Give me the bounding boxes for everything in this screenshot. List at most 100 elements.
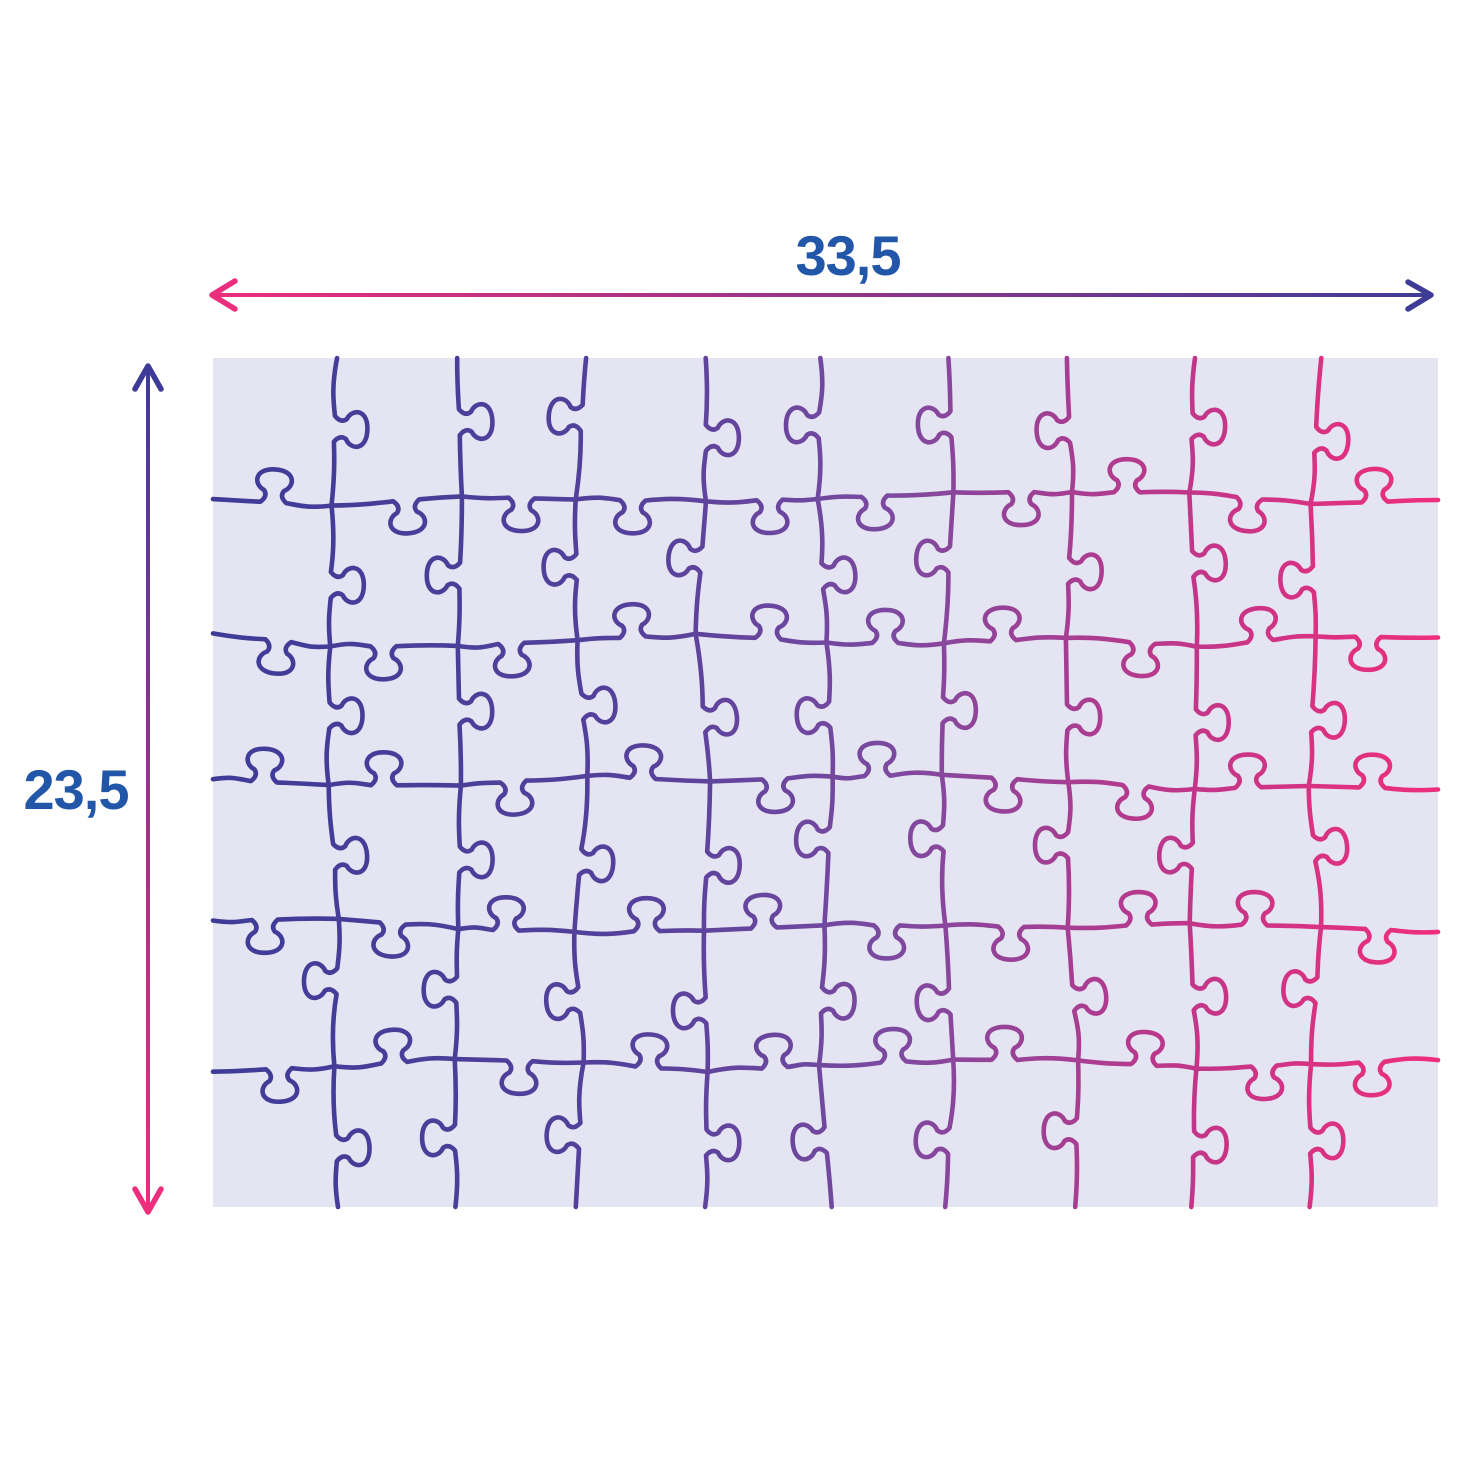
- puzzle-cut-segment: [419, 1056, 460, 1210]
- puzzle-cut-segment: [1187, 920, 1229, 1071]
- puzzle-cut-segment: [301, 916, 342, 1069]
- puzzle-cut-segment: [1156, 786, 1198, 926]
- puzzle-cut-segment: [1066, 779, 1198, 822]
- puzzle-cut-segment: [581, 1032, 710, 1075]
- puzzle-cut-segment: [824, 607, 947, 648]
- puzzle-cut-segment: [455, 637, 580, 679]
- puzzle-cut-segment: [1075, 1029, 1199, 1071]
- puzzle-cut-segment: [941, 605, 1069, 646]
- puzzle-cut-segment: [572, 773, 616, 935]
- puzzle-cut-segment: [939, 772, 1071, 814]
- puzzle-cut-segment: [915, 355, 956, 495]
- puzzle-cut-segment: [670, 928, 711, 1075]
- puzzle-cut-segment: [815, 490, 956, 532]
- puzzle-cut-segment: [815, 496, 858, 645]
- puzzle-cut-segment: [210, 467, 334, 509]
- puzzle-cut-segment: [816, 923, 857, 1068]
- puzzle-cut-segment: [1194, 1061, 1314, 1102]
- puzzle-cut-segment: [666, 499, 709, 637]
- puzzle-cut-segment: [544, 1060, 586, 1210]
- puzzle-cut-segment: [794, 640, 836, 779]
- puzzle-cut-segment: [543, 929, 587, 1065]
- width-dimension-value: 33,5: [795, 224, 902, 287]
- puzzle-cut-segment: [907, 772, 948, 928]
- puzzle-cut-segment: [326, 782, 370, 922]
- puzzle-cut-segment: [458, 773, 590, 817]
- arrowhead-right-icon: [1405, 279, 1434, 312]
- puzzle-cut-segment: [1308, 355, 1351, 507]
- arrowhead-left-icon: [209, 278, 238, 312]
- puzzle-cut-segment: [210, 916, 342, 956]
- puzzle-cut-segment: [459, 494, 578, 534]
- puzzle-cut-segment: [783, 355, 825, 502]
- puzzle-cut-segment: [336, 916, 461, 959]
- puzzle-cut-segment: [575, 601, 698, 643]
- puzzle-cut-segment: [701, 892, 827, 933]
- puzzle-cut-segment: [575, 637, 618, 779]
- puzzle-cut-segment: [1187, 355, 1228, 495]
- puzzle-cut-segment: [1192, 752, 1311, 793]
- puzzle-cut-segment: [707, 773, 835, 815]
- width-dimension-arrow: [209, 278, 1434, 312]
- height-dimension-value: 23,5: [23, 758, 130, 821]
- puzzle-cut-segment: [701, 779, 743, 933]
- puzzle-cut-segment: [1063, 489, 1104, 641]
- puzzle-cut-segment: [455, 643, 495, 788]
- puzzle-cut-segment: [210, 746, 331, 788]
- puzzle-cut-segment: [1065, 889, 1192, 931]
- puzzle-cut-segment: [329, 494, 465, 536]
- puzzle-cut-segment: [830, 740, 945, 781]
- puzzle-cut-segment: [1313, 634, 1441, 673]
- arrowhead-bottom-icon: [132, 1186, 164, 1215]
- puzzle-cut-segment: [1063, 635, 1103, 785]
- puzzle-cut-segment: [705, 1032, 822, 1075]
- puzzle-cut-segment: [1306, 783, 1350, 930]
- puzzle-cut-segment: [1034, 355, 1076, 495]
- puzzle-cut-segment: [1189, 1066, 1229, 1210]
- puzzle-cut-segment: [943, 922, 1070, 963]
- puzzle-cut-segment: [950, 1024, 1081, 1063]
- puzzle-cut-segment: [703, 496, 820, 536]
- height-dimension-arrow: [132, 363, 164, 1215]
- puzzle-cut-segment: [546, 355, 589, 502]
- puzzle-cut-segment: [456, 894, 577, 935]
- puzzle-cut-segment: [1041, 1058, 1081, 1210]
- puzzle-cut-segment: [455, 783, 495, 932]
- puzzle-cut-segment: [816, 1026, 956, 1069]
- puzzle-cut-segment: [1306, 1061, 1346, 1210]
- puzzle-cut-segment: [1032, 779, 1073, 930]
- puzzle-cut-segment: [951, 489, 1075, 528]
- puzzle-cut-segment: [701, 355, 742, 504]
- puzzle-cut-segment: [1063, 635, 1200, 679]
- puzzle-cut-segment: [913, 1057, 957, 1210]
- puzzle-cut-segment: [1194, 605, 1318, 650]
- puzzle-cut-segment: [452, 1056, 586, 1097]
- puzzle-cut-segment: [939, 641, 979, 778]
- puzzle-cut-segment: [693, 631, 740, 784]
- puzzle-cut-segment: [585, 743, 713, 784]
- puzzle-cut-segment: [210, 1063, 337, 1105]
- puzzle-cut-segment: [1187, 490, 1313, 534]
- puzzle-cut-segment: [1308, 466, 1441, 507]
- puzzle-cut-segment: [421, 926, 461, 1062]
- puzzle-cut-segment: [1192, 644, 1232, 792]
- puzzle-cut-segment: [324, 644, 365, 788]
- puzzle-cut-segment: [1187, 889, 1324, 930]
- puzzle-cut-segment: [1187, 490, 1229, 649]
- puzzle-cut-segment: [454, 355, 495, 499]
- arrowhead-top-icon: [132, 363, 164, 392]
- puzzle-cut-segment: [210, 631, 333, 676]
- puzzle-cut-segment: [328, 641, 461, 682]
- puzzle-cut-segment: [913, 490, 956, 646]
- puzzle-cut-segment: [326, 749, 464, 788]
- puzzle-cut-segment: [572, 895, 707, 937]
- puzzle-cut-segment: [332, 1027, 457, 1070]
- puzzle-cut-segment: [1069, 456, 1192, 497]
- puzzle-cut-segment: [914, 923, 956, 1062]
- puzzle-cut-segment: [1306, 634, 1348, 789]
- puzzle-cut-segment: [693, 603, 829, 646]
- puzzle-cut-lines: [210, 355, 1441, 1210]
- puzzle-cut-segment: [573, 495, 709, 536]
